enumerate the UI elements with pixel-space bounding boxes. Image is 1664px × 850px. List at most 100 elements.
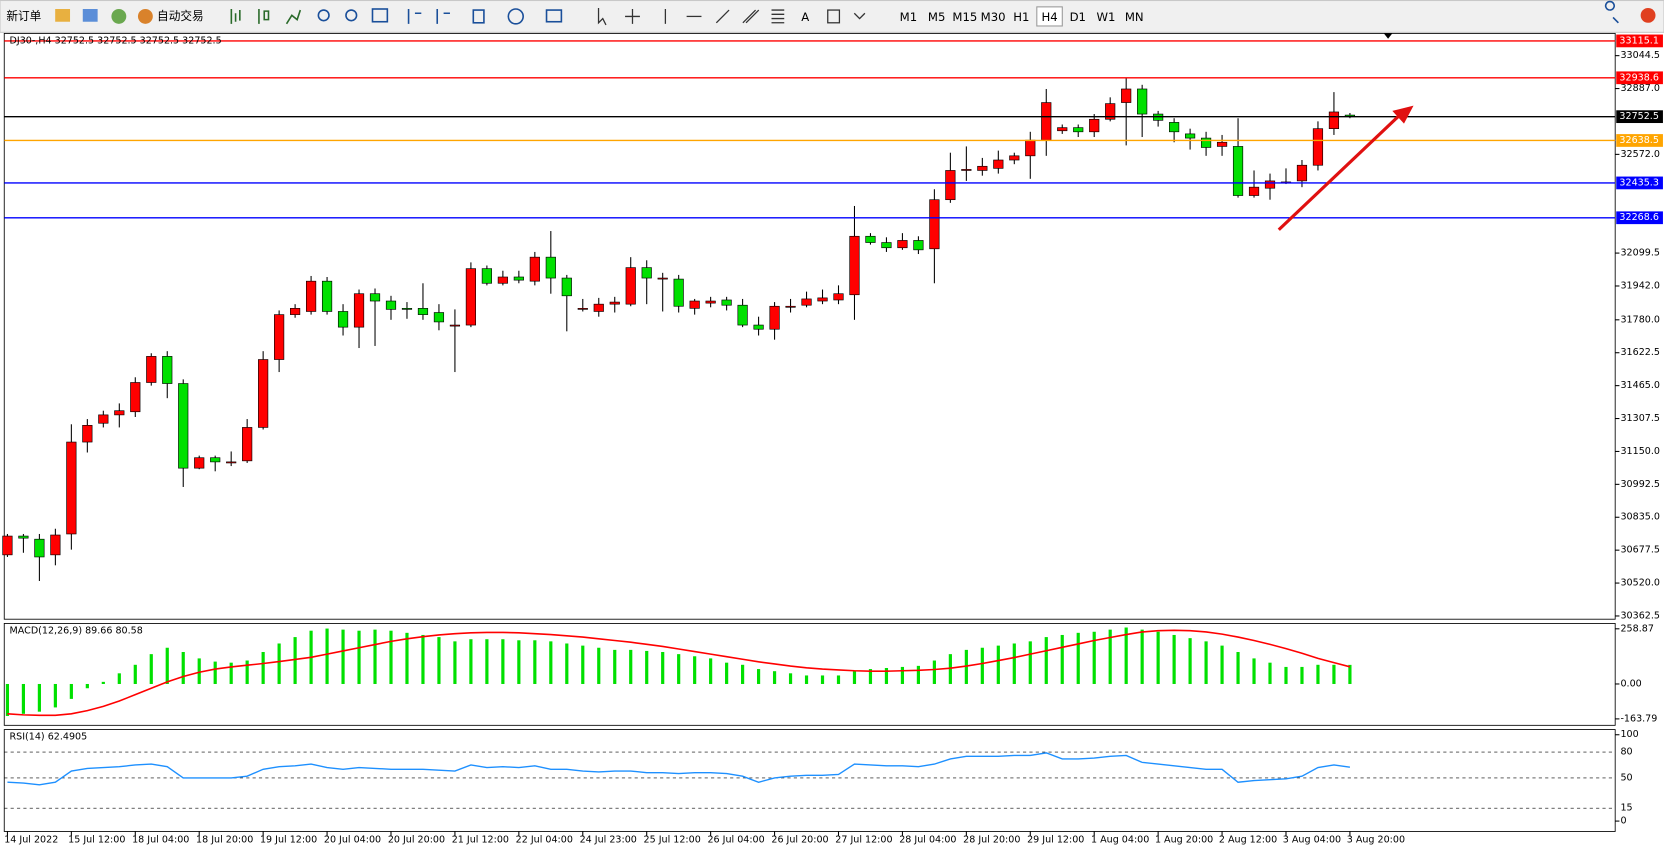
price-tag-label: 32268.6	[1619, 212, 1658, 223]
macd-bar	[245, 660, 249, 684]
candle-body	[1200, 137, 1212, 148]
macd-bar	[1300, 666, 1304, 684]
channel-icon[interactable]	[742, 9, 760, 24]
zoom-in-icon[interactable]	[317, 9, 330, 22]
macd-bar	[341, 629, 345, 684]
auto-trading-icon[interactable]	[137, 9, 153, 24]
price-tag	[1616, 176, 1663, 190]
arrows-icon[interactable]	[853, 12, 866, 20]
template-icon[interactable]	[545, 9, 563, 23]
macd-bar	[932, 660, 936, 684]
indicator-icon[interactable]	[472, 9, 485, 24]
price-tag	[1616, 211, 1663, 225]
icon[interactable]	[111, 9, 127, 24]
y-tick-label: 30520.0	[1620, 578, 1659, 589]
bar-chart-icon[interactable]	[230, 8, 241, 24]
timeframe-button[interactable]: H4	[1041, 10, 1057, 24]
candle-body	[369, 293, 381, 302]
y-tick-label: 32099.5	[1620, 248, 1659, 259]
tile-icon[interactable]	[371, 8, 389, 23]
y-tick-label: 31780.0	[1620, 314, 1659, 325]
macd-bar	[1268, 662, 1272, 684]
search-icon[interactable]	[1604, 0, 1619, 24]
macd-bar	[772, 671, 777, 684]
y-tick-label: 33044.5	[1620, 50, 1659, 61]
timeframe-button[interactable]: MN	[1125, 10, 1144, 24]
macd-bar	[709, 658, 713, 684]
candle-icon[interactable]	[258, 8, 270, 24]
macd-bar	[916, 665, 920, 684]
candle-body	[657, 277, 668, 280]
candle-body	[449, 324, 461, 327]
macd-bar	[437, 637, 441, 684]
candle-body	[226, 461, 237, 464]
candle-body	[945, 170, 956, 201]
macd-bar	[868, 669, 873, 684]
annotation-arrow	[1277, 105, 1414, 231]
period-icon[interactable]	[507, 8, 524, 25]
macd-bar	[277, 643, 281, 684]
y-tick-label: 258.87	[1620, 623, 1653, 634]
macd-bar	[261, 652, 265, 684]
macd-bar	[1124, 627, 1128, 684]
macd-bar	[357, 630, 361, 684]
timeframe-button[interactable]: M15	[952, 10, 977, 24]
macd-bar	[597, 647, 601, 684]
x-tick-label: 29 Jul 12:00	[1027, 834, 1084, 845]
price-tag	[1616, 34, 1663, 48]
shift-icon[interactable]	[436, 8, 450, 24]
macd-bar	[1188, 638, 1192, 684]
y-tick-label: 31622.5	[1620, 347, 1659, 358]
macd-signal	[7, 629, 1351, 717]
x-tick-label: 18 Jul 20:00	[196, 834, 253, 845]
pane-title: DJ30-,H4 32752.5 32752.5 32752.5 32752.5	[10, 35, 222, 46]
notification-badge[interactable]	[1640, 7, 1656, 23]
zoom-out-icon[interactable]	[345, 9, 358, 22]
candle-body	[769, 305, 780, 330]
auto-trading-button[interactable]: 自动交易	[157, 9, 204, 23]
timeframe-button[interactable]: M30	[981, 10, 1006, 24]
fibo-icon[interactable]	[771, 9, 785, 24]
timeframe-button[interactable]: W1	[1097, 10, 1116, 24]
macd-bar	[197, 658, 201, 684]
candle-body	[465, 268, 477, 326]
cursor-icon[interactable]	[597, 7, 607, 26]
timeframe-button[interactable]: H1	[1013, 10, 1029, 24]
macd-bar	[852, 671, 857, 684]
icon[interactable]	[82, 9, 98, 22]
macd-bar	[1156, 631, 1160, 684]
text-tool[interactable]: A	[801, 10, 809, 24]
macd-bar	[629, 649, 633, 684]
label-icon[interactable]	[827, 9, 841, 24]
candle-body	[481, 268, 492, 284]
macd-bar	[1060, 634, 1064, 684]
timeframe-button[interactable]: D1	[1070, 10, 1086, 24]
timeframe-button[interactable]: M1	[900, 10, 917, 24]
line-chart-icon[interactable]	[285, 9, 302, 25]
x-tick-label: 3 Aug 04:00	[1283, 834, 1341, 845]
macd-bar	[661, 652, 665, 684]
macd-bar	[725, 662, 729, 684]
macd-bar	[1332, 664, 1336, 684]
macd-bar	[133, 664, 137, 684]
rsi-line	[7, 752, 1351, 786]
scroll-icon[interactable]	[407, 8, 422, 24]
macd-bar	[756, 669, 761, 684]
macd-bar	[820, 675, 825, 684]
crosshair-icon[interactable]	[625, 8, 640, 24]
x-tick-label: 15 Jul 12:00	[68, 834, 125, 845]
candle-body	[114, 410, 125, 416]
candle-body	[737, 304, 748, 326]
macd-bar	[53, 683, 57, 708]
icon[interactable]	[55, 9, 71, 22]
new-order-button[interactable]: 新订单	[6, 9, 41, 23]
timeframe-button[interactable]: M5	[928, 10, 945, 24]
trendline-icon[interactable]	[715, 9, 730, 24]
candle-body	[625, 267, 636, 305]
candle-body	[529, 256, 540, 282]
macd-bar	[549, 641, 553, 684]
macd-bar	[517, 640, 521, 684]
macd-bar	[181, 652, 185, 684]
candle-body	[673, 278, 684, 307]
macd-bar	[964, 649, 968, 684]
